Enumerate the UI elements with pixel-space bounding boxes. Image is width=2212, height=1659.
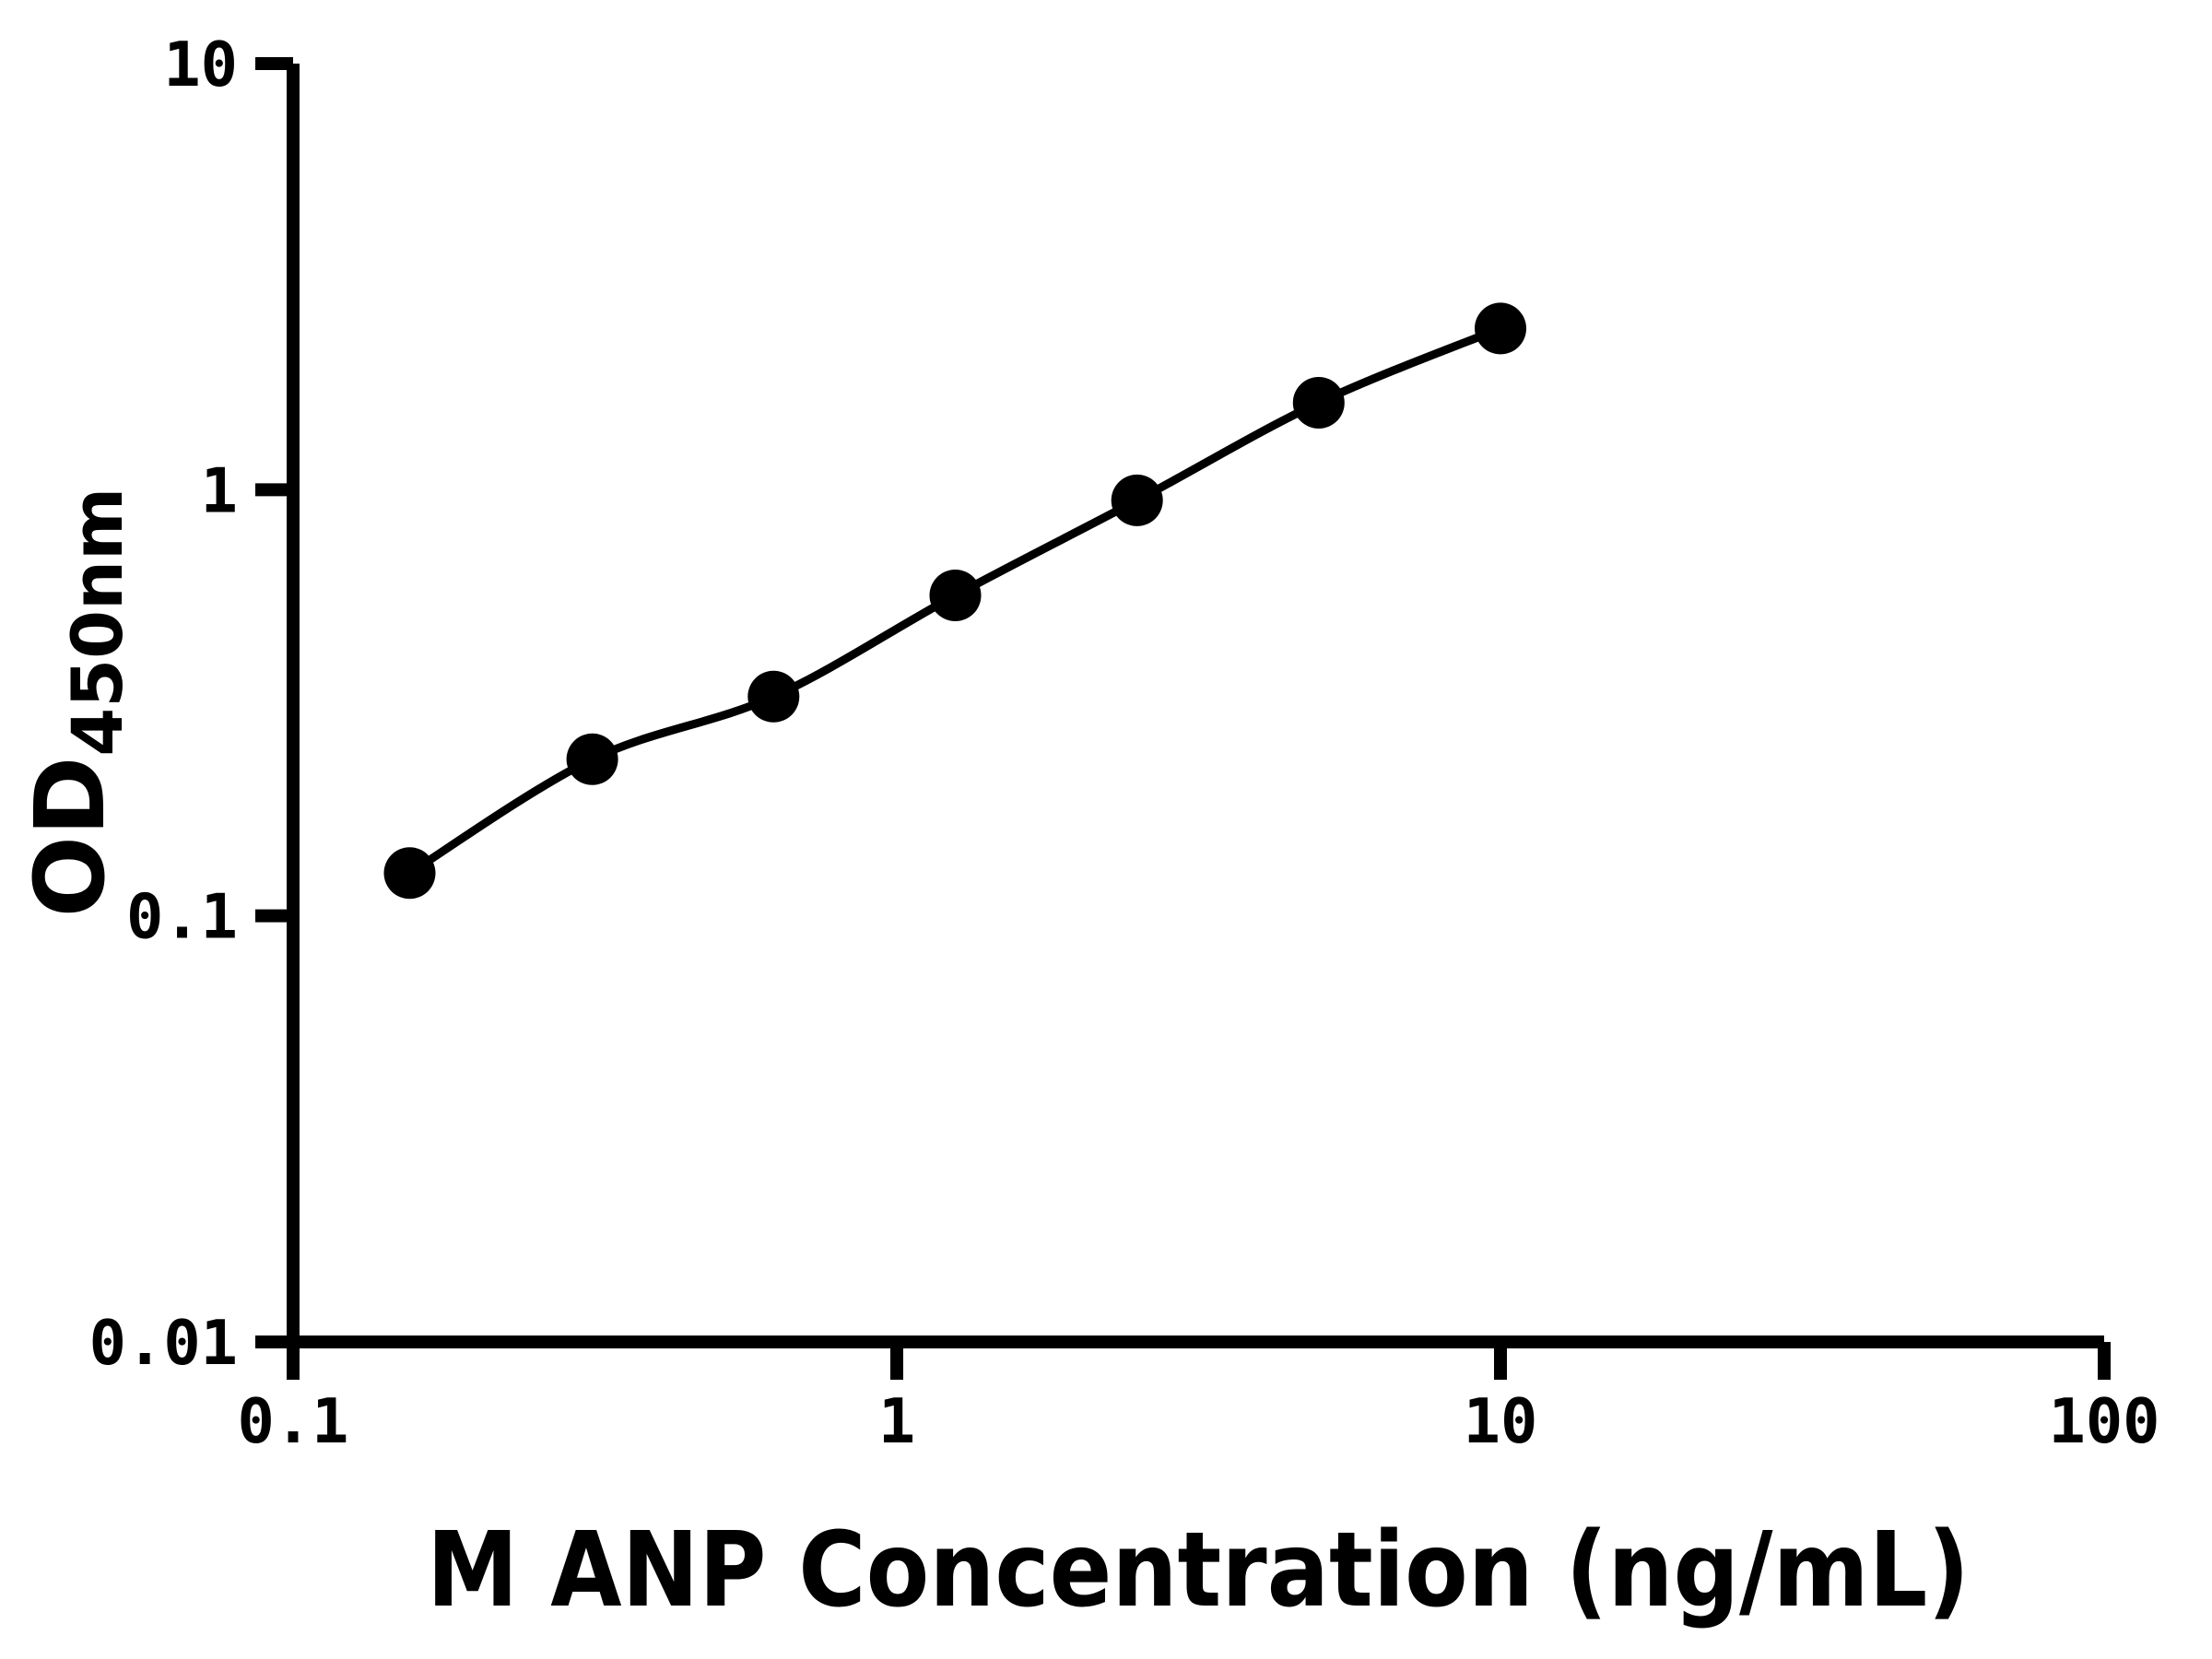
data-point-marker xyxy=(383,847,436,900)
y-tick-label: 0.01 xyxy=(89,1307,238,1379)
x-tick-label: 0.1 xyxy=(237,1385,348,1457)
data-point-marker xyxy=(1292,377,1345,429)
data-point-marker xyxy=(747,670,800,723)
data-point-marker xyxy=(566,733,618,785)
data-point-marker xyxy=(1111,474,1163,526)
data-point-marker xyxy=(1475,302,1526,355)
y-tick-label: 1 xyxy=(201,454,238,526)
x-tick-label: 10 xyxy=(1464,1385,1538,1457)
y-tick-label: 10 xyxy=(163,29,238,100)
data-point-marker xyxy=(929,570,982,621)
y-tick-label: 0.1 xyxy=(126,881,238,953)
y-axis-title: OD450nm xyxy=(14,488,138,918)
y-axis-title-main: OD xyxy=(14,757,126,918)
x-axis-title: M ANP Concentration (ng/mL) xyxy=(427,1511,1970,1630)
y-axis-title-subscript: 450nm xyxy=(56,488,138,757)
x-tick-label: 1 xyxy=(878,1385,915,1457)
x-tick-label: 100 xyxy=(2048,1385,2159,1457)
